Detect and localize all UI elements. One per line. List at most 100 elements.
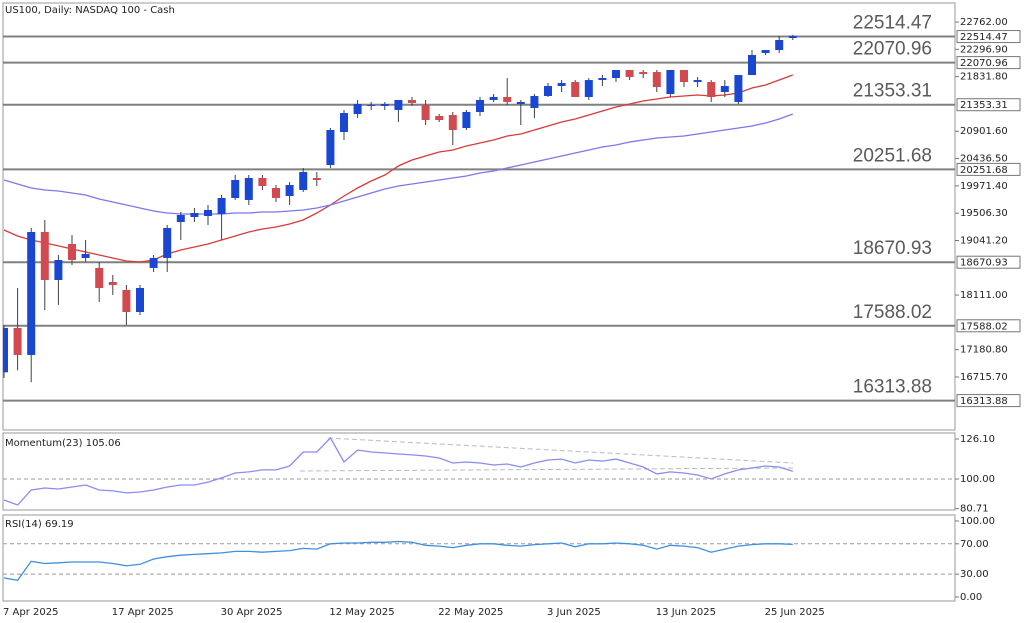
candle-body <box>81 253 90 258</box>
candle-body <box>272 187 280 198</box>
candle-body <box>176 215 185 222</box>
candle-body <box>312 178 321 181</box>
level-label: 17588.02 <box>853 302 932 323</box>
y-tick-label: 126.10 <box>960 434 995 445</box>
y-tick-label: 17180.80 <box>960 345 1008 356</box>
candle-body <box>734 75 743 102</box>
candle-body <box>625 69 634 78</box>
level-label: 21353.31 <box>853 81 932 102</box>
candle-body <box>95 267 104 288</box>
plot-area <box>3 34 955 402</box>
candle-body <box>3 327 8 373</box>
candle-body <box>598 78 607 81</box>
indicator-title: RSI(14) 69.19 <box>5 519 74 530</box>
candle-body <box>353 103 362 115</box>
level-axis-label: 21353.31 <box>960 100 1008 111</box>
candle-body <box>666 69 675 95</box>
level-box <box>956 30 1021 44</box>
candle-body <box>584 80 593 97</box>
trend-line <box>299 467 794 472</box>
candle-body <box>707 82 716 97</box>
candle-body <box>258 178 267 186</box>
y-tick-label: 21831.80 <box>960 72 1008 83</box>
level-axis-label: 17588.02 <box>960 321 1008 332</box>
candle-body <box>340 113 348 132</box>
x-tick-label: 13 Jun 2025 <box>656 607 716 618</box>
candle-body <box>217 197 226 215</box>
y-tick-label: 22296.90 <box>960 44 1008 55</box>
candle-body <box>775 39 784 51</box>
candle-body <box>54 259 63 280</box>
candle-body <box>244 178 253 200</box>
candle-body <box>13 327 22 355</box>
indicator-line <box>3 540 793 582</box>
y-tick-label: 70.00 <box>960 539 989 550</box>
y-tick-label: 0.00 <box>960 592 982 603</box>
candle-body <box>693 80 702 83</box>
x-tick-label: 3 Jun 2025 <box>547 607 601 618</box>
y-tick-label: 100.00 <box>960 516 995 527</box>
level-box <box>956 394 1021 408</box>
indicator-line <box>3 436 793 506</box>
candle-body <box>367 104 376 106</box>
y-tick-label: 80.71 <box>960 504 989 515</box>
x-tick-label: 30 Apr 2025 <box>221 607 283 618</box>
candle-body <box>652 72 661 88</box>
candle-body <box>394 99 403 110</box>
level-box <box>956 319 1021 333</box>
level-axis-label: 22514.47 <box>960 32 1008 43</box>
y-tick-label: 18111.00 <box>960 290 1008 301</box>
level-label: 18670.93 <box>853 238 932 259</box>
candle-body <box>204 209 212 217</box>
level-axis-label: 18670.93 <box>960 258 1008 269</box>
level-box <box>956 255 1021 269</box>
candle-body <box>27 231 36 355</box>
plot-area <box>3 436 955 506</box>
x-tick-label: 12 May 2025 <box>329 607 394 618</box>
indicator-line <box>3 74 794 263</box>
level-box <box>956 98 1021 112</box>
candle-body <box>788 35 797 38</box>
trend-line <box>327 437 794 464</box>
level-label: 22514.47 <box>853 13 932 34</box>
y-tick-label: 16715.70 <box>960 372 1008 383</box>
level-axis-label: 22070.96 <box>960 58 1008 69</box>
candle-body <box>544 86 552 96</box>
y-tick-label: 22762.00 <box>960 17 1008 28</box>
candle-body <box>748 55 756 76</box>
plot-area <box>3 540 955 582</box>
candle-body <box>149 257 158 268</box>
chart-title: US100, Daily: NASDAQ 100 - Cash <box>5 5 175 16</box>
level-axis-label: 16313.88 <box>960 396 1008 407</box>
main-panel <box>2 2 956 431</box>
candle-body <box>435 116 444 121</box>
candle-body <box>720 86 729 93</box>
candle-body <box>571 82 580 97</box>
candle-body <box>231 180 240 198</box>
level-box <box>956 56 1021 70</box>
candle-body <box>122 289 131 312</box>
y-tick-label: 19971.40 <box>960 181 1008 192</box>
y-tick-label: 20436.50 <box>960 154 1008 165</box>
y-tick-label: 19506.30 <box>960 208 1008 219</box>
y-tick-label: 20901.60 <box>960 126 1008 137</box>
candle-body <box>299 171 308 190</box>
candle-body <box>448 115 457 130</box>
candle-body <box>761 50 770 54</box>
indicator-value: 69.19 <box>45 519 74 530</box>
candle-body <box>285 185 294 196</box>
y-tick-label: 30.00 <box>960 569 989 580</box>
level-label: 16313.88 <box>853 377 932 398</box>
indicator-value: 105.06 <box>86 438 121 449</box>
candle-body <box>557 83 566 87</box>
indicator-title: Momentum(23) 105.06 <box>5 438 121 449</box>
candle-body <box>680 69 688 83</box>
candle-body <box>108 281 117 285</box>
candle-body <box>476 99 484 112</box>
candle-body <box>136 287 144 312</box>
x-tick-label: 22 May 2025 <box>438 607 503 618</box>
candle-body <box>190 213 199 217</box>
level-axis-label: 20251.68 <box>960 165 1008 176</box>
rsi-panel <box>2 514 956 602</box>
candle-body <box>68 244 76 260</box>
